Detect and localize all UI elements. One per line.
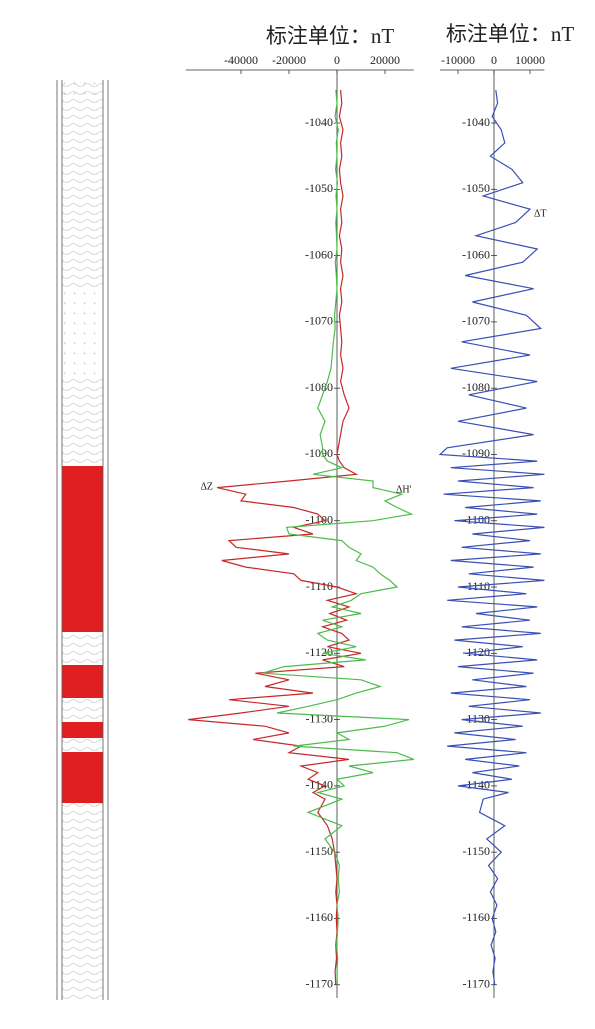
y-tick-label: -1060 [462,247,490,261]
y-tick-label: -1070 [462,314,490,328]
chart: + 标注单位：nT-40000-20000020000-1040-1050-10… [0,0,595,1024]
x-tick-label: 20000 [370,53,400,67]
y-tick-label: -1040 [305,115,333,129]
y-tick-label: -1070 [305,314,333,328]
series-line [188,90,361,985]
y-tick-label: -1170 [305,976,333,990]
y-tick-label: -1150 [305,844,333,858]
y-tick-label: -1040 [462,115,490,129]
x-tick-label: -10000 [441,53,475,67]
x-tick-label: 10000 [515,53,545,67]
page: + 标注单位：nT-40000-20000020000-1040-1050-10… [0,0,595,1029]
y-tick-label: -1080 [305,380,333,394]
y-tick-label: -1090 [305,446,333,460]
y-tick-label: -1160 [305,910,333,924]
series-line [263,90,414,985]
y-tick-label: -1170 [462,976,490,990]
series-line [440,90,544,985]
x-tick-label: 0 [491,53,497,67]
lithology-column [57,80,108,1000]
chart-title: 标注单位：nT [266,24,394,48]
y-tick-label: -1150 [462,844,490,858]
x-tick-label: -20000 [272,53,306,67]
y-tick-label: -1160 [462,910,490,924]
y-tick-label: -1060 [305,247,333,261]
y-tick-label: -1130 [305,711,333,725]
y-tick-label: -1050 [462,181,490,195]
series-label: ΔH' [396,484,412,495]
series-label: ΔT [534,208,547,219]
x-tick-label: -40000 [224,53,258,67]
x-tick-label: 0 [334,53,340,67]
y-tick-label: -1050 [305,181,333,195]
series-label: ΔZ [200,481,213,492]
chart-title: 标注单位：nT [446,22,574,46]
